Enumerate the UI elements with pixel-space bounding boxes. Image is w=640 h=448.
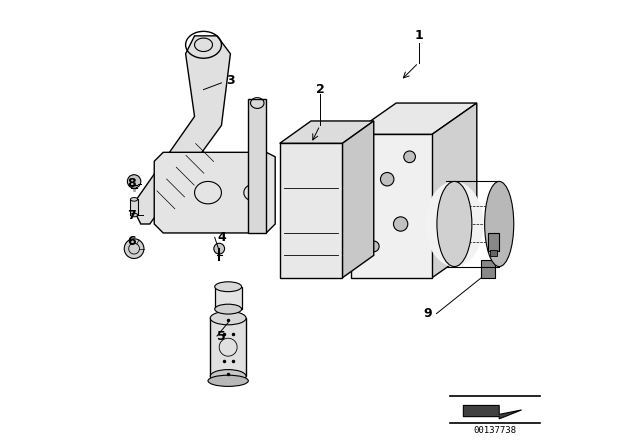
Circle shape: [127, 175, 141, 188]
Circle shape: [404, 151, 415, 163]
Polygon shape: [432, 103, 477, 278]
Ellipse shape: [427, 181, 482, 267]
Ellipse shape: [484, 181, 514, 267]
Circle shape: [369, 241, 379, 252]
Polygon shape: [132, 36, 230, 224]
Text: 6: 6: [127, 235, 136, 249]
Bar: [131, 199, 138, 215]
Ellipse shape: [131, 198, 138, 201]
Ellipse shape: [425, 181, 484, 267]
Circle shape: [380, 172, 394, 186]
Ellipse shape: [215, 304, 242, 314]
Bar: [490, 250, 497, 256]
Text: 5: 5: [217, 329, 226, 343]
Ellipse shape: [215, 282, 242, 292]
Polygon shape: [463, 405, 522, 419]
Text: 00137738: 00137738: [473, 426, 516, 435]
Ellipse shape: [210, 370, 246, 383]
Polygon shape: [154, 152, 275, 233]
Ellipse shape: [429, 181, 480, 267]
Ellipse shape: [437, 181, 472, 267]
Bar: [488, 233, 499, 251]
Text: 7: 7: [127, 208, 136, 222]
Ellipse shape: [435, 181, 474, 267]
Text: 4: 4: [217, 231, 226, 244]
Ellipse shape: [210, 311, 246, 325]
Text: 2: 2: [316, 83, 324, 96]
Circle shape: [214, 243, 225, 254]
Polygon shape: [342, 121, 374, 278]
Text: 3: 3: [226, 74, 235, 87]
Bar: [248, 99, 266, 233]
Polygon shape: [351, 103, 477, 134]
Ellipse shape: [437, 181, 472, 267]
Text: 9: 9: [423, 307, 432, 320]
Ellipse shape: [430, 181, 479, 267]
Polygon shape: [280, 121, 374, 143]
Bar: [210, 318, 246, 376]
Text: 1: 1: [414, 29, 423, 43]
Ellipse shape: [432, 181, 477, 267]
Ellipse shape: [208, 375, 248, 386]
Circle shape: [124, 239, 144, 258]
Text: 8: 8: [127, 177, 136, 190]
Bar: [215, 287, 242, 309]
Circle shape: [356, 194, 373, 210]
Bar: [351, 134, 432, 278]
Ellipse shape: [434, 181, 476, 267]
Bar: [280, 143, 342, 278]
Circle shape: [394, 217, 408, 231]
Bar: [481, 260, 495, 278]
Ellipse shape: [131, 213, 138, 217]
